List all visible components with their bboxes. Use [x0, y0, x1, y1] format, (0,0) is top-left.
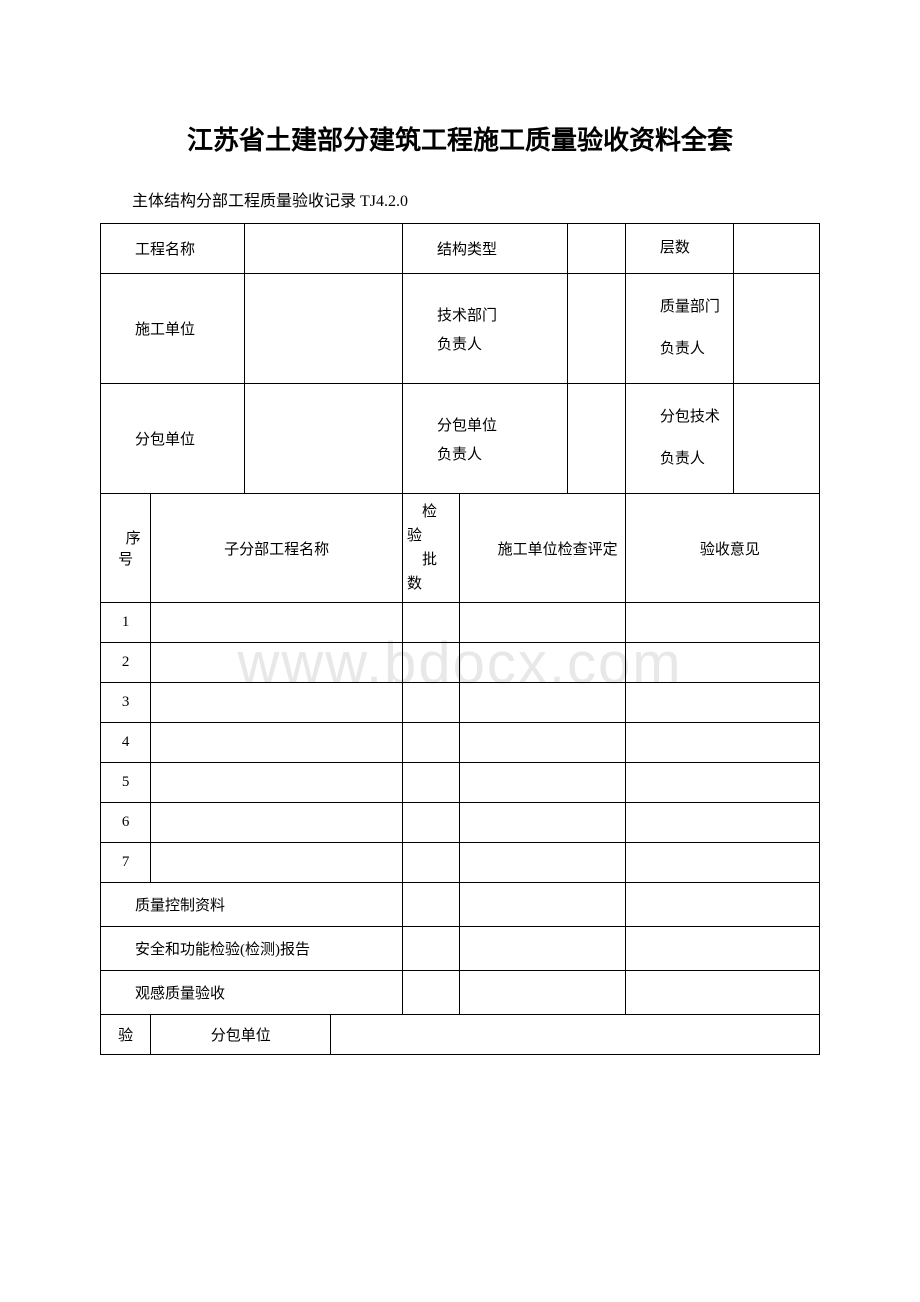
quality-dept-label: 质量部门 负责人 [625, 274, 733, 384]
acceptance-cell [625, 603, 819, 643]
document-content: 江苏省土建部分建筑工程施工质量验收资料全套 主体结构分部工程质量验收记录 TJ4… [100, 120, 820, 1055]
batch-cell [402, 803, 460, 843]
construction-eval-header: 施工单位检查评定 [460, 494, 625, 603]
sub-project-cell [151, 843, 403, 883]
quality-control-label: 质量控制资料 [101, 883, 403, 927]
document-title: 江苏省土建部分建筑工程施工质量验收资料全套 [100, 120, 820, 157]
footer-cell [460, 883, 625, 927]
sub-project-cell [151, 723, 403, 763]
footer-cell [402, 971, 460, 1015]
project-name-value [244, 224, 402, 274]
sub-project-cell [151, 603, 403, 643]
table-row: 4 [101, 723, 820, 763]
footer-cell [460, 971, 625, 1015]
sub-tech-value [733, 384, 819, 494]
table-row: 3 [101, 683, 820, 723]
subcontractor-unit-label: 分包单位 负责人 [402, 384, 567, 494]
acceptance-cell [625, 683, 819, 723]
subcontractor-label: 分包单位 [101, 384, 245, 494]
table-row: 工程名称 结构类型 层数 [101, 224, 820, 274]
batch-cell [402, 643, 460, 683]
tech-dept-value [568, 274, 626, 384]
footer-cell [625, 883, 819, 927]
sub-responsible-text: 负责人 [407, 443, 563, 464]
table-row: 验 分包单位 [101, 1015, 820, 1055]
footer-cell [402, 883, 460, 927]
seq-cell: 3 [101, 683, 151, 723]
structure-type-label: 结构类型 [402, 224, 567, 274]
table-row: 2 [101, 643, 820, 683]
responsible-text: 负责人 [407, 333, 563, 354]
construction-unit-label: 施工单位 [101, 274, 245, 384]
table-row: 观感质量验收 [101, 971, 820, 1015]
quality-dept-value [733, 274, 819, 384]
table-row: 5 [101, 763, 820, 803]
sub-project-cell [151, 683, 403, 723]
footer-cell [460, 927, 625, 971]
footer-cell [331, 1015, 820, 1055]
sub-unit-text: 分包单位 [407, 414, 563, 435]
subcontractor-value [244, 384, 402, 494]
acceptance-cell [625, 643, 819, 683]
eval-cell [460, 643, 625, 683]
tech-dept-label: 技术部门 负责人 [402, 274, 567, 384]
seq-cell: 2 [101, 643, 151, 683]
sub-project-cell [151, 803, 403, 843]
footer-cell [625, 971, 819, 1015]
footer-cell [625, 927, 819, 971]
eval-cell [460, 723, 625, 763]
table-row: 安全和功能检验(检测)报告 [101, 927, 820, 971]
table-row: 序号 子分部工程名称 检验 批数 施工单位检查评定 验收意见 [101, 494, 820, 603]
batch-cell [402, 603, 460, 643]
sub-tech-label: 分包技术 负责人 [625, 384, 733, 494]
acceptance-cell [625, 763, 819, 803]
table-row: 分包单位 分包单位 负责人 分包技术 负责人 [101, 384, 820, 494]
seq-cell: 5 [101, 763, 151, 803]
table-row: 施工单位 技术部门 负责人 质量部门 负责人 [101, 274, 820, 384]
tech-dept-text: 技术部门 [407, 304, 563, 325]
eval-cell [460, 803, 625, 843]
seq-cell: 4 [101, 723, 151, 763]
footer-cell [402, 927, 460, 971]
eval-cell [460, 763, 625, 803]
acceptance-cell [625, 803, 819, 843]
table-row: 6 [101, 803, 820, 843]
project-name-label: 工程名称 [101, 224, 245, 274]
subcontractor-unit-value [568, 384, 626, 494]
seq-cell: 1 [101, 603, 151, 643]
eval-cell [460, 603, 625, 643]
sub-project-cell [151, 643, 403, 683]
eval-cell [460, 843, 625, 883]
table-row: 质量控制资料 [101, 883, 820, 927]
batch-cell [402, 683, 460, 723]
batch-cell [402, 843, 460, 883]
acceptance-header: 验收意见 [625, 494, 819, 603]
acceptance-cell [625, 723, 819, 763]
inspection-table: 工程名称 结构类型 层数 施工单位 技术部门 负责人 质量部门 负责人 [100, 223, 820, 1055]
visual-quality-label: 观感质量验收 [101, 971, 403, 1015]
footer-subcontractor-label: 分包单位 [151, 1015, 331, 1055]
inspection-batch-header: 检验 批数 [402, 494, 460, 603]
safety-inspection-label: 安全和功能检验(检测)报告 [101, 927, 403, 971]
structure-type-value [568, 224, 626, 274]
floors-label: 层数 [625, 224, 733, 274]
batch-cell [402, 723, 460, 763]
table-row: 7 [101, 843, 820, 883]
batch-cell [402, 763, 460, 803]
seq-cell: 7 [101, 843, 151, 883]
acceptance-cell [625, 843, 819, 883]
seq-cell: 6 [101, 803, 151, 843]
construction-unit-value [244, 274, 402, 384]
sub-project-cell [151, 763, 403, 803]
floors-value [733, 224, 819, 274]
eval-cell [460, 683, 625, 723]
acceptance-label: 验 [101, 1015, 151, 1055]
seq-header: 序号 [101, 494, 151, 603]
table-row: 1 [101, 603, 820, 643]
document-subtitle: 主体结构分部工程质量验收记录 TJ4.2.0 [100, 187, 820, 211]
sub-project-header: 子分部工程名称 [151, 494, 403, 603]
